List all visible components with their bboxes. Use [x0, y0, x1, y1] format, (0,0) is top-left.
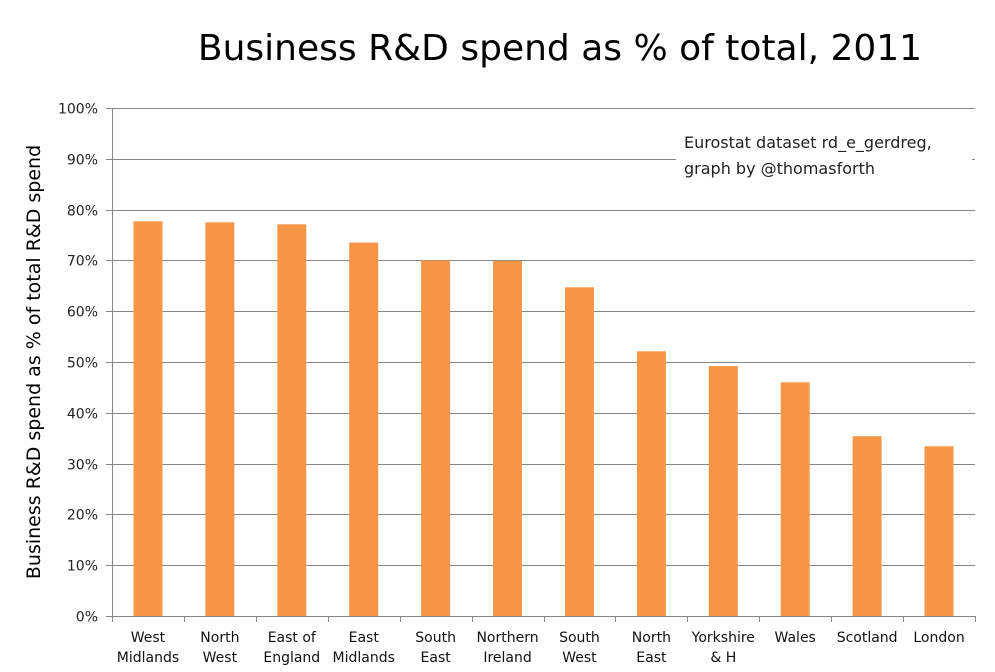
bar	[421, 260, 451, 616]
x-tick-label: Scotland	[837, 630, 898, 646]
x-tick-labels: West Midlands North West East of England East M…	[117, 630, 965, 666]
x-tick-label: East of England	[263, 630, 320, 666]
annotation-line-1: Eurostat dataset rd_e_gerdreg,	[684, 133, 932, 153]
x-tick-label: South East	[415, 630, 456, 666]
bar	[780, 382, 810, 616]
gridlines	[106, 108, 975, 617]
bar	[924, 446, 954, 616]
x-tick-label: West Midlands	[117, 630, 179, 666]
x-tick-label: North East	[632, 630, 671, 666]
y-tick-label: 10%	[67, 559, 98, 575]
x-tick-label: North West	[200, 630, 239, 666]
bar	[565, 287, 594, 616]
bar	[133, 221, 163, 617]
bar	[636, 351, 666, 616]
y-tick-label: 60%	[67, 305, 98, 321]
y-tick-label: 0%	[76, 610, 98, 626]
y-tick-label: 20%	[67, 508, 98, 524]
y-tick-label: 90%	[67, 153, 98, 169]
bar	[277, 224, 307, 617]
bar	[708, 366, 738, 616]
y-tick-label: 50%	[67, 356, 98, 372]
x-tick-label: London	[913, 630, 964, 646]
y-tick-label: 80%	[67, 204, 98, 220]
y-tick-label: 30%	[67, 458, 98, 474]
y-tick-label: 70%	[67, 254, 98, 270]
bar	[349, 242, 379, 616]
y-axis-title: Business R&D spend as % of total R&D spe…	[23, 145, 45, 579]
chart-title: Business R&D spend as % of total, 2011	[198, 28, 922, 69]
x-tick-label: Yorkshire & H	[691, 630, 755, 666]
y-tick-label: 100%	[58, 102, 98, 118]
bars	[133, 221, 954, 617]
annotation-background	[676, 128, 972, 182]
source-annotation: Eurostat dataset rd_e_gerdreg, graph by …	[676, 128, 972, 182]
x-tick-label: South West	[559, 630, 600, 666]
y-tick-labels: 0% 10% 20% 30% 40% 50% 60% 70% 80% 90% 100%	[58, 102, 98, 626]
bar	[852, 436, 882, 616]
annotation-line-2: graph by @thomasforth	[684, 159, 875, 178]
axes	[112, 108, 976, 622]
y-tick-label: 40%	[67, 407, 98, 423]
bar	[493, 260, 522, 616]
bar	[205, 222, 235, 617]
x-tick-label: Northern Ireland	[476, 630, 538, 666]
x-tick-label: Wales	[775, 630, 816, 646]
x-tick-label: East Midlands	[333, 630, 395, 666]
